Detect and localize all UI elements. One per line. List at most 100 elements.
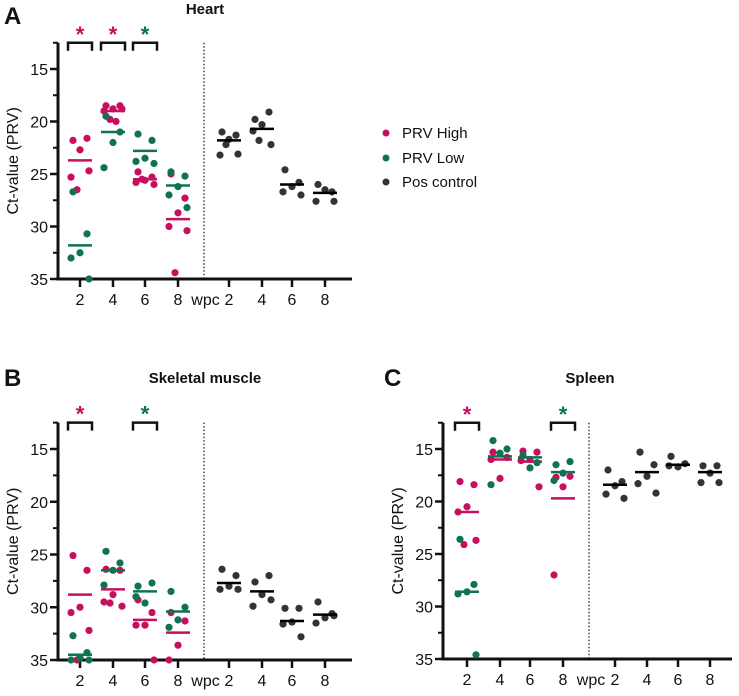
data-point-pos <box>249 602 257 610</box>
data-point-high <box>183 227 191 235</box>
x-tick-label: 8 <box>706 672 715 689</box>
data-point-high <box>132 621 140 629</box>
x-tick-label: 4 <box>258 292 267 309</box>
data-point-pos <box>297 633 305 641</box>
data-point-low <box>100 164 108 172</box>
data-point-low <box>165 623 173 631</box>
data-point-low <box>148 136 156 144</box>
data-point-pos <box>312 197 320 205</box>
y-tick-label: 15 <box>415 442 433 459</box>
y-tick-label: 20 <box>30 495 48 512</box>
data-point-low <box>116 559 124 567</box>
data-point-high <box>472 536 480 544</box>
data-point-high <box>165 656 173 664</box>
y-tick-label: 35 <box>30 272 48 289</box>
data-point-pos <box>255 136 263 144</box>
y-tick-label: 20 <box>415 495 433 512</box>
x-tick-label: 2 <box>611 672 620 689</box>
x-tick-label: 2 <box>225 673 234 690</box>
legend-marker-pos <box>382 178 390 186</box>
legend: PRV High PRV Low Pos control <box>382 125 477 191</box>
data-point-pos <box>602 490 610 498</box>
significance-bracket <box>131 41 159 51</box>
data-point-low <box>76 249 84 257</box>
data-point-pos <box>267 596 275 604</box>
data-point-pos <box>216 585 224 593</box>
x-tick-label: 6 <box>674 672 683 689</box>
data-point-low <box>487 481 495 489</box>
data-point-high <box>165 222 173 231</box>
x-unit-label: wpc <box>190 673 219 690</box>
data-point-high <box>134 168 142 176</box>
panel-b: B Skeletal muscle 15 20 25 30 35 Ct-value (PRV)… <box>4 365 352 690</box>
data-point-pos <box>713 462 721 470</box>
data-point-pos <box>643 472 651 480</box>
data-point-low <box>174 616 182 624</box>
data-point-high <box>489 448 497 456</box>
legend-label-high: PRV High <box>402 125 468 142</box>
data-point-high <box>181 194 189 202</box>
data-point-pos <box>258 121 266 129</box>
significance-bracket <box>99 41 127 51</box>
data-point-high <box>460 540 468 549</box>
data-point-pos <box>699 462 707 470</box>
data-point-high <box>83 134 91 142</box>
panel-letter: C <box>384 365 401 392</box>
data-point-pos <box>216 151 224 159</box>
data-point-high <box>566 472 574 480</box>
data-point-low <box>552 461 560 469</box>
data-point-high <box>100 598 108 606</box>
data-point-high <box>69 136 77 144</box>
significance-asterisk: * <box>463 402 472 427</box>
significance-bracket <box>549 421 577 431</box>
data-point-low <box>566 458 574 466</box>
data-point-pos <box>218 128 226 136</box>
data-point-low <box>167 168 175 176</box>
data-point-pos <box>251 578 259 586</box>
x-tick-label: 8 <box>559 672 568 689</box>
data-point-high <box>148 608 156 617</box>
data-point-pos <box>218 565 226 573</box>
x-tick-label: 4 <box>109 292 118 309</box>
data-point-high <box>533 448 541 456</box>
data-point-high <box>132 178 140 186</box>
data-point-high <box>496 474 504 482</box>
data-point-pos <box>297 191 305 199</box>
x-tick-label: 2 <box>225 292 234 309</box>
data-point-low <box>85 275 93 283</box>
significance-bracket <box>66 41 94 51</box>
data-point-high <box>150 180 158 189</box>
y-tick-label: 25 <box>30 167 48 184</box>
y-tick-label: 35 <box>30 653 48 670</box>
data-point-pos <box>295 604 303 612</box>
data-point-high <box>470 481 478 489</box>
y-tick-label: 30 <box>30 600 48 617</box>
x-tick-label: 4 <box>109 673 118 690</box>
data-point-pos <box>652 489 660 497</box>
x-tick-label: 4 <box>496 672 505 689</box>
data-point-high <box>118 602 126 610</box>
data-point-low <box>503 445 511 453</box>
y-tick-label: 15 <box>30 442 48 459</box>
data-point-high <box>85 167 93 175</box>
significance-bracket <box>453 421 481 431</box>
data-point-pos <box>618 477 626 486</box>
data-point-low <box>526 464 534 472</box>
data-point-high <box>550 571 558 579</box>
y-tick-label: 35 <box>415 652 433 669</box>
data-point-low <box>472 651 480 659</box>
data-point-high <box>83 566 91 574</box>
data-point-low <box>102 112 110 120</box>
data-point-pos <box>321 614 329 622</box>
data-point-high <box>67 173 75 181</box>
data-point-pos <box>279 188 287 196</box>
x-tick-label: 2 <box>76 673 85 690</box>
y-axis-label: Ct-value (PRV) <box>5 488 22 595</box>
data-point-low <box>69 632 77 640</box>
x-tick-label: 8 <box>174 292 183 309</box>
significance-asterisk: * <box>141 22 150 47</box>
data-point-low <box>85 656 93 664</box>
data-point-high <box>150 656 158 664</box>
data-point-pos <box>267 141 275 149</box>
